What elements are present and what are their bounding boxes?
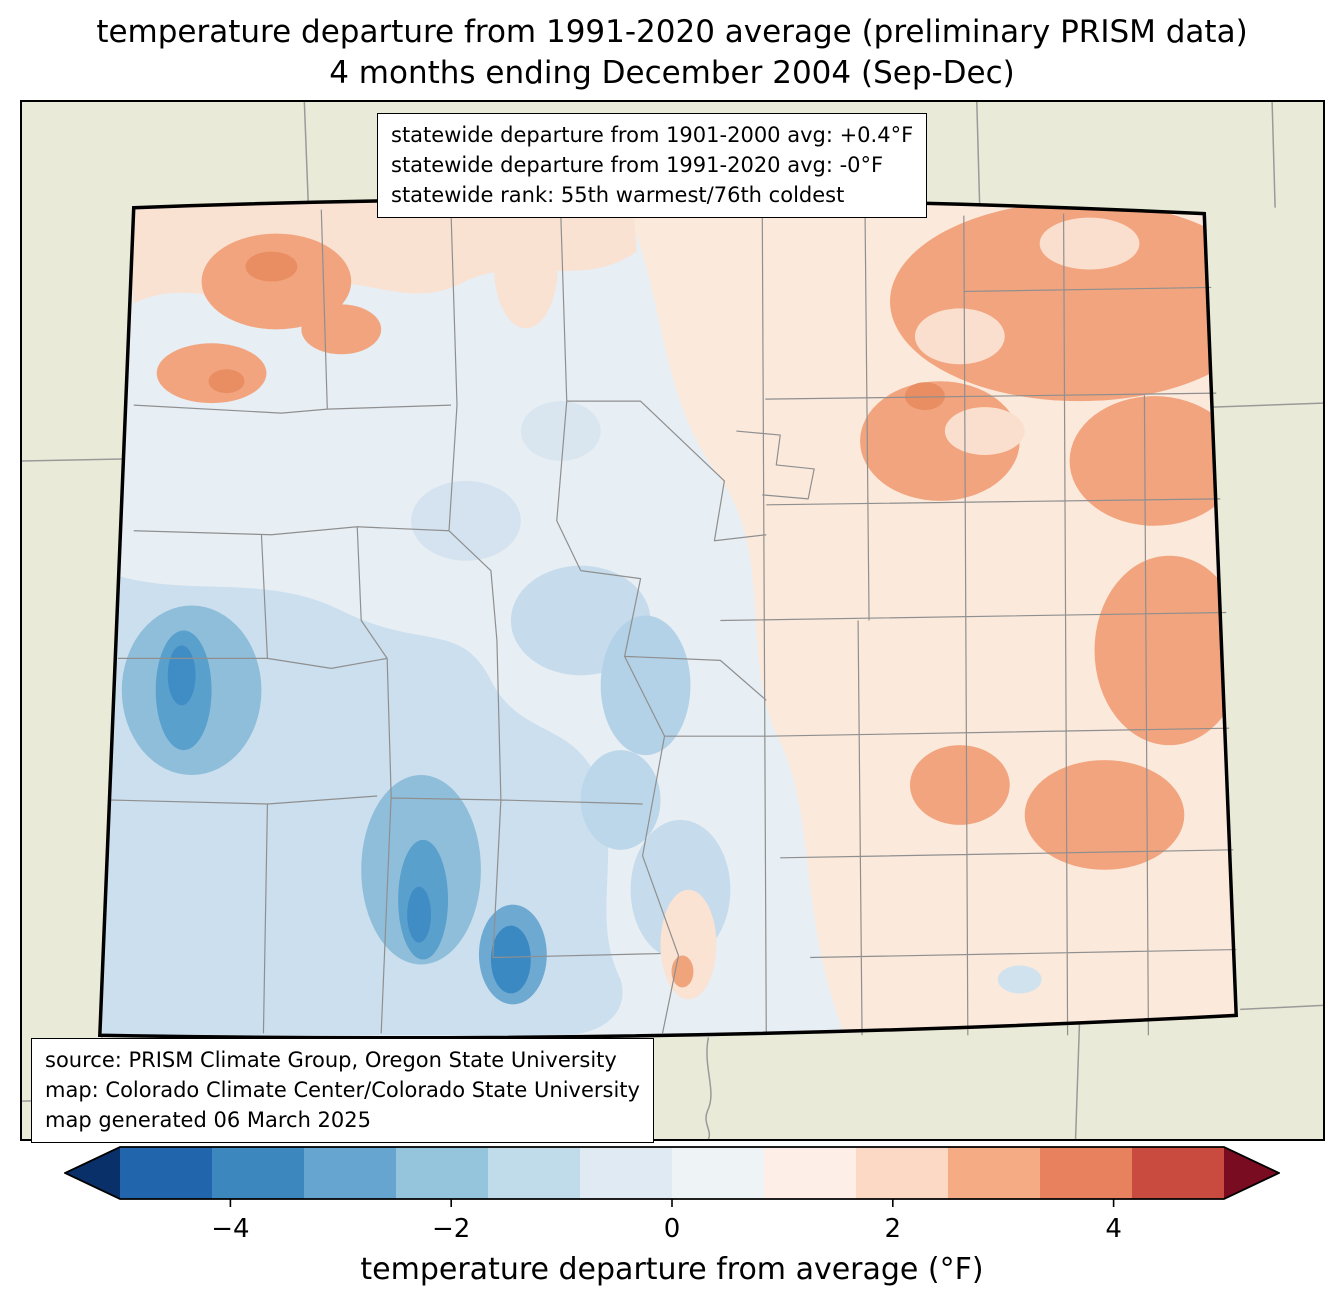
colorbar-arrow-right: [1224, 1147, 1279, 1199]
warm-anomaly-blob-deep: [904, 382, 945, 411]
warm-anomaly-blob-strong: [301, 304, 382, 355]
map-frame: statewide departure from 1901-2000 avg: …: [20, 100, 1325, 1144]
cool-anomaly-blob-deep: [407, 886, 432, 943]
warm-anomaly-hole: [914, 308, 1005, 365]
colorbar-segment: [488, 1147, 581, 1199]
warm-anomaly-blob-deep: [245, 251, 298, 282]
cool-anomaly-blob: [997, 965, 1042, 994]
colorbar-axis-label: temperature departure from average (°F): [360, 1252, 984, 1287]
stats-line-rank: statewide rank: 55th warmest/76th coldes…: [391, 182, 845, 207]
colorbar-tick-label: −4: [211, 1214, 250, 1244]
colorbar-segment: [580, 1147, 673, 1199]
cool-anomaly-blob: [520, 401, 601, 461]
warm-anomaly-blob: [493, 204, 558, 329]
warm-anomaly-blob-strong: [201, 233, 352, 330]
title-line-2: 4 months ending December 2004 (Sep-Dec): [329, 54, 1015, 91]
cool-anomaly-blob-deep: [167, 645, 196, 706]
anomaly-regions: [101, 199, 1237, 1038]
warm-anomaly-blob-strong: [1024, 760, 1185, 870]
colorbar-segment: [1040, 1147, 1133, 1199]
cool-anomaly-blob: [600, 615, 691, 756]
colorbar-svg: [62, 1146, 1282, 1207]
colorbar-tick-label: 4: [1105, 1214, 1122, 1244]
colorbar-tick-marks: [229, 1199, 1115, 1207]
colorbar-segment: [396, 1147, 489, 1199]
colorbar-outline: [62, 1146, 1282, 1200]
cool-anomaly-blob: [580, 750, 661, 850]
warm-anomaly-blob-deep: [208, 369, 245, 394]
colorbar-segment: [764, 1147, 857, 1199]
figure-title: temperature departure from 1991-2020 ave…: [0, 12, 1344, 94]
colorado-map-svg: [22, 102, 1323, 1139]
cool-anomaly-blob: [411, 480, 521, 561]
warm-anomaly-blob-strong: [909, 745, 1010, 825]
colorbar-segment: [856, 1147, 949, 1199]
colorbar-tick-label: 2: [884, 1214, 902, 1244]
source-box: source: PRISM Climate Group, Oregon Stat…: [31, 1038, 654, 1144]
stats-box: statewide departure from 1901-2000 avg: …: [377, 113, 928, 219]
colorbar-tick-label: 0: [663, 1214, 681, 1244]
colorbar-tick-labels: −4 −2 0 2 4: [64, 1212, 1280, 1250]
colorbar-arrow-left: [65, 1147, 120, 1199]
colorbar: −4 −2 0 2 4 temperature departure from avera…: [62, 1146, 1282, 1287]
stats-line-departure-1901-2000: statewide departure from 1901-2000 avg: …: [391, 123, 914, 147]
warm-anomaly-hole: [1039, 217, 1140, 270]
colorbar-segment: [304, 1147, 397, 1199]
colorbar-segment: [212, 1147, 305, 1199]
colorbar-segment: [1132, 1147, 1225, 1199]
warm-anomaly-blob-strong: [156, 343, 267, 404]
cool-anomaly-blob-deep: [490, 925, 531, 994]
warm-anomaly-blob-strong: [1094, 555, 1237, 746]
title-line-1: temperature departure from 1991-2020 ave…: [96, 14, 1248, 50]
county-boundaries: [109, 209, 1237, 1036]
map-credit-line: map: Colorado Climate Center/Colorado St…: [45, 1077, 640, 1102]
colorbar-segment: [948, 1147, 1041, 1199]
colorbar-segment: [120, 1147, 213, 1199]
warm-anomaly-blob-strong: [1069, 396, 1237, 526]
colorbar-segments: [120, 1147, 1225, 1199]
colorbar-tick-label: −2: [432, 1214, 471, 1244]
colorbar-segment: [672, 1147, 765, 1199]
warm-anomaly-hole: [944, 407, 1025, 455]
generated-date-line: map generated 06 March 2025: [45, 1107, 372, 1132]
source-line: source: PRISM Climate Group, Oregon Stat…: [45, 1048, 617, 1072]
stats-line-departure-1991-2020: statewide departure from 1991-2020 avg: …: [391, 152, 884, 177]
